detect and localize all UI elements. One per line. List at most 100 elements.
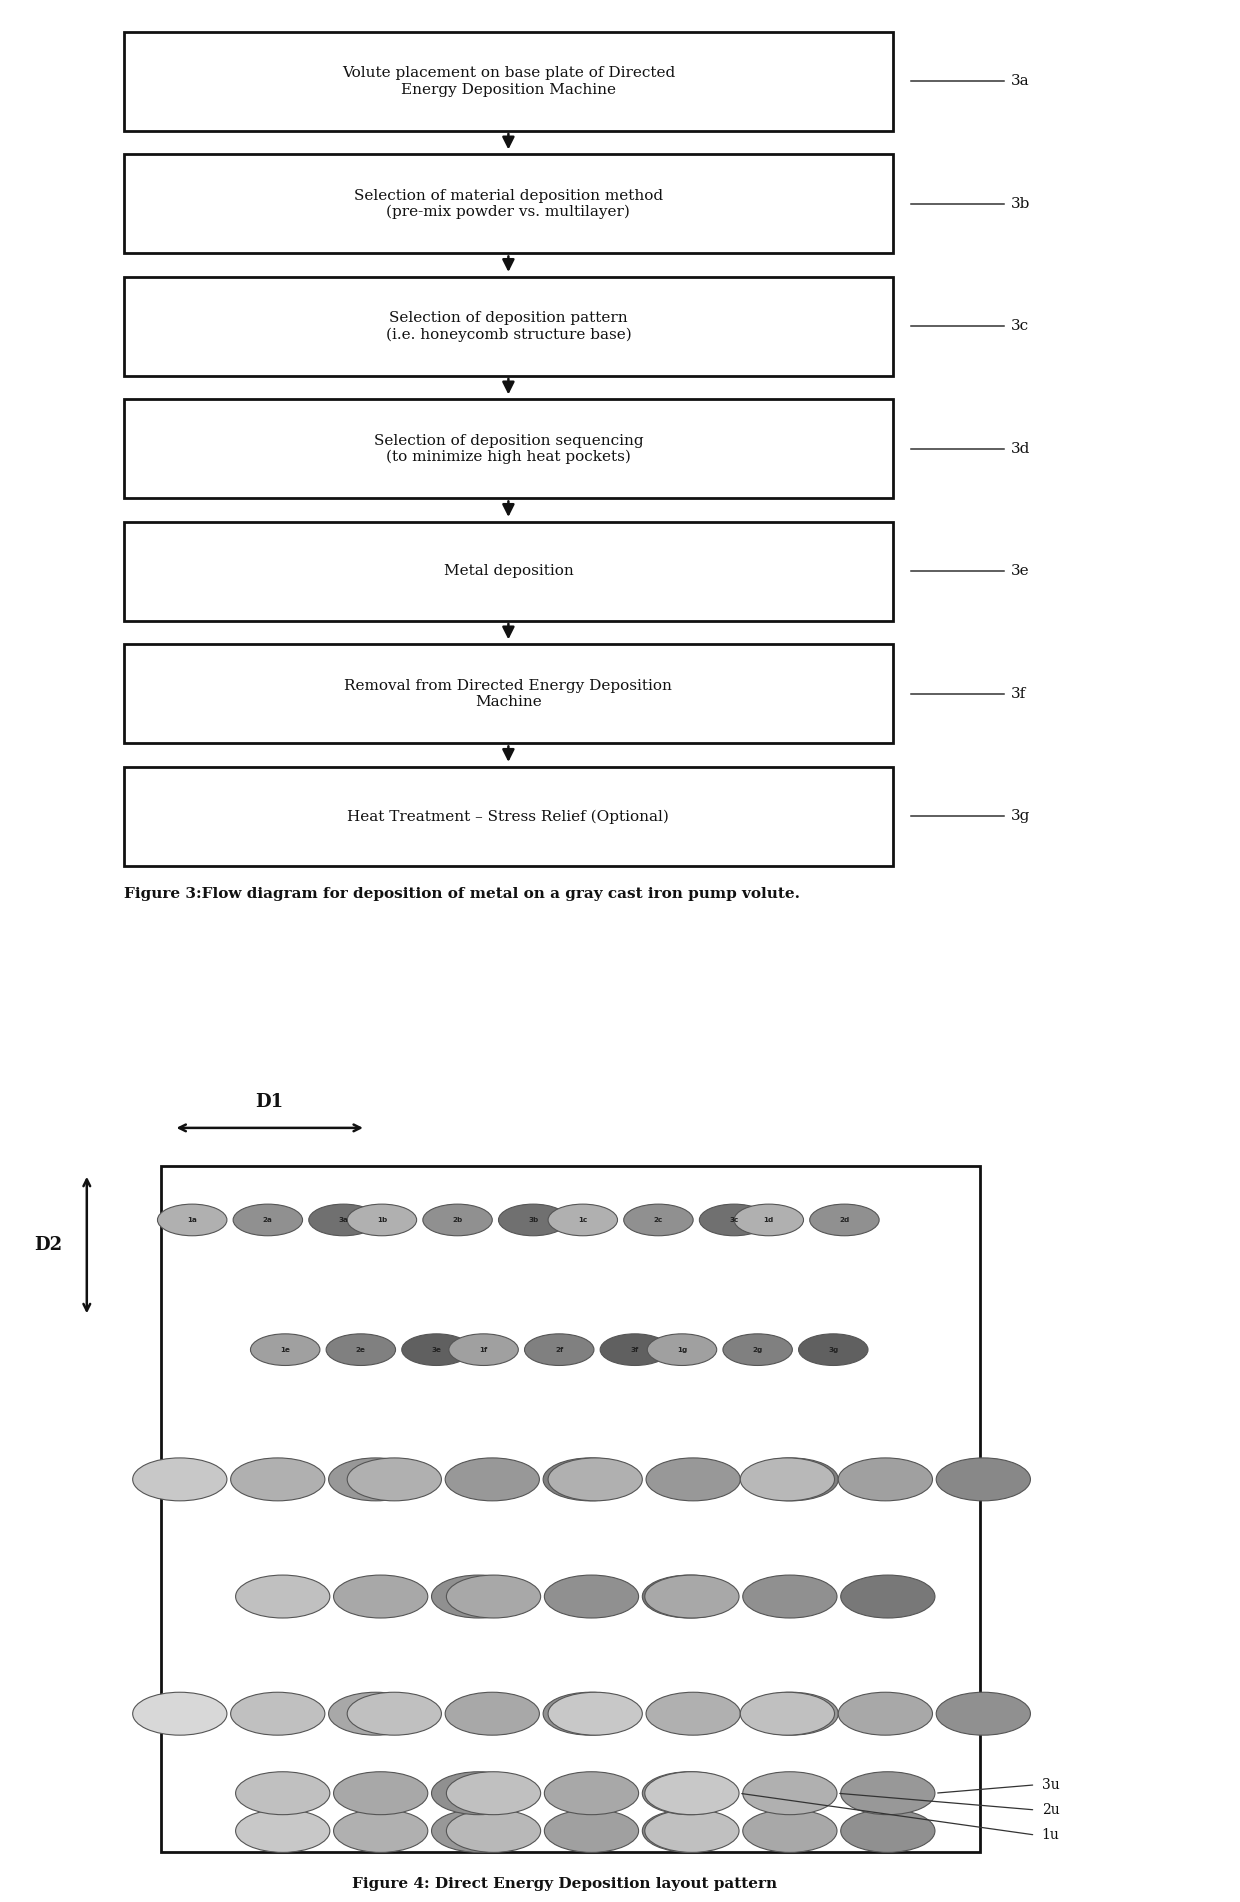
- Ellipse shape: [231, 1459, 325, 1501]
- Text: 3e: 3e: [432, 1347, 441, 1352]
- Text: 2b: 2b: [453, 1217, 463, 1223]
- Ellipse shape: [347, 1459, 441, 1501]
- Ellipse shape: [548, 1693, 642, 1735]
- Ellipse shape: [740, 1693, 835, 1735]
- Text: Selection of material deposition method
(pre-mix powder vs. multilayer): Selection of material deposition method …: [353, 188, 663, 219]
- Text: 3f: 3f: [631, 1347, 639, 1352]
- Bar: [124, 645, 893, 744]
- Ellipse shape: [799, 1333, 868, 1366]
- Bar: [124, 278, 893, 377]
- Ellipse shape: [498, 1204, 568, 1236]
- Text: 3a: 3a: [1011, 74, 1029, 89]
- Ellipse shape: [936, 1459, 1030, 1501]
- Text: 3b: 3b: [1011, 198, 1030, 211]
- Text: 3e: 3e: [1011, 565, 1029, 578]
- Ellipse shape: [334, 1575, 428, 1619]
- Text: D1: D1: [255, 1094, 284, 1111]
- Ellipse shape: [743, 1809, 837, 1853]
- Ellipse shape: [645, 1773, 739, 1815]
- Bar: [161, 1166, 980, 1853]
- Ellipse shape: [645, 1575, 739, 1619]
- Text: 2c: 2c: [653, 1217, 663, 1223]
- Text: 1g: 1g: [677, 1347, 687, 1352]
- Ellipse shape: [309, 1204, 378, 1236]
- Ellipse shape: [231, 1693, 325, 1735]
- Text: 2f: 2f: [556, 1347, 563, 1352]
- Ellipse shape: [445, 1693, 539, 1735]
- Ellipse shape: [133, 1693, 227, 1735]
- Ellipse shape: [936, 1693, 1030, 1735]
- Text: Selection of deposition sequencing
(to minimize high heat pockets): Selection of deposition sequencing (to m…: [373, 434, 644, 464]
- Ellipse shape: [543, 1693, 637, 1735]
- Text: 2e: 2e: [356, 1347, 366, 1352]
- Ellipse shape: [743, 1773, 837, 1815]
- Text: 2u: 2u: [1042, 1803, 1059, 1816]
- Text: 1d: 1d: [764, 1217, 774, 1223]
- Text: 3g: 3g: [828, 1347, 838, 1352]
- Text: D2: D2: [33, 1236, 62, 1253]
- Ellipse shape: [642, 1773, 737, 1815]
- Text: 1a: 1a: [187, 1217, 197, 1223]
- Ellipse shape: [334, 1773, 428, 1815]
- Ellipse shape: [548, 1204, 618, 1236]
- Ellipse shape: [646, 1459, 740, 1501]
- Ellipse shape: [236, 1575, 330, 1619]
- Ellipse shape: [544, 1809, 639, 1853]
- Ellipse shape: [841, 1809, 935, 1853]
- Ellipse shape: [544, 1575, 639, 1619]
- Ellipse shape: [432, 1773, 526, 1815]
- Ellipse shape: [449, 1333, 518, 1366]
- Ellipse shape: [699, 1204, 769, 1236]
- Ellipse shape: [326, 1333, 396, 1366]
- Text: 2d: 2d: [839, 1217, 849, 1223]
- Ellipse shape: [838, 1693, 932, 1735]
- Bar: [124, 767, 893, 865]
- Ellipse shape: [544, 1773, 639, 1815]
- Ellipse shape: [645, 1809, 739, 1853]
- Ellipse shape: [432, 1809, 526, 1853]
- Ellipse shape: [402, 1333, 471, 1366]
- Ellipse shape: [841, 1575, 935, 1619]
- Text: Figure 4: Direct Energy Deposition layout pattern: Figure 4: Direct Energy Deposition layou…: [352, 1877, 776, 1891]
- Ellipse shape: [841, 1773, 935, 1815]
- Ellipse shape: [642, 1575, 737, 1619]
- Text: 2a: 2a: [263, 1217, 273, 1223]
- Text: 1b: 1b: [377, 1217, 387, 1223]
- Text: Metal deposition: Metal deposition: [444, 565, 573, 578]
- Ellipse shape: [446, 1575, 541, 1619]
- Ellipse shape: [740, 1459, 835, 1501]
- Text: Volute placement on base plate of Directed
Energy Deposition Machine: Volute placement on base plate of Direct…: [342, 67, 675, 97]
- Ellipse shape: [233, 1204, 303, 1236]
- Bar: [124, 32, 893, 131]
- Ellipse shape: [347, 1204, 417, 1236]
- Ellipse shape: [133, 1459, 227, 1501]
- Ellipse shape: [250, 1333, 320, 1366]
- Ellipse shape: [446, 1809, 541, 1853]
- Ellipse shape: [838, 1459, 932, 1501]
- Ellipse shape: [734, 1204, 804, 1236]
- Text: Heat Treatment – Stress Relief (Optional): Heat Treatment – Stress Relief (Optional…: [347, 808, 670, 824]
- Ellipse shape: [543, 1459, 637, 1501]
- Text: 3b: 3b: [528, 1217, 538, 1223]
- Text: 2g: 2g: [753, 1347, 763, 1352]
- Text: 3c: 3c: [729, 1217, 739, 1223]
- Bar: [124, 521, 893, 620]
- Ellipse shape: [334, 1809, 428, 1853]
- Ellipse shape: [446, 1773, 541, 1815]
- Text: 3a: 3a: [339, 1217, 348, 1223]
- Text: 3f: 3f: [1011, 687, 1025, 702]
- Text: 3d: 3d: [1011, 441, 1030, 456]
- Ellipse shape: [236, 1809, 330, 1853]
- Text: 3u: 3u: [1042, 1778, 1059, 1792]
- Text: 3c: 3c: [1011, 320, 1029, 333]
- Ellipse shape: [236, 1773, 330, 1815]
- Ellipse shape: [744, 1459, 838, 1501]
- Ellipse shape: [743, 1575, 837, 1619]
- Ellipse shape: [624, 1204, 693, 1236]
- Ellipse shape: [646, 1693, 740, 1735]
- Text: 1c: 1c: [578, 1217, 588, 1223]
- Text: 1f: 1f: [480, 1347, 487, 1352]
- Ellipse shape: [647, 1333, 717, 1366]
- Ellipse shape: [423, 1204, 492, 1236]
- Text: Figure 3:Flow diagram for deposition of metal on a gray cast iron pump volute.: Figure 3:Flow diagram for deposition of …: [124, 886, 800, 902]
